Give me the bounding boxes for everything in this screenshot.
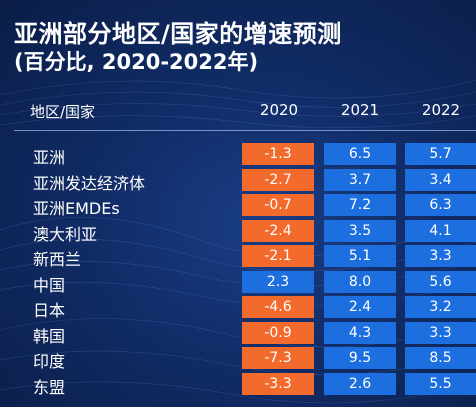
table-row: 印度 -7.3 9.5 8.5	[0, 347, 476, 371]
value-cell-2021: 5.1	[324, 245, 396, 267]
value-cell-2021: 2.6	[324, 372, 396, 395]
column-header-2021: 2021	[340, 101, 380, 119]
table-row: 亚洲EMDEs -0.7 7.2 6.3	[0, 194, 476, 218]
value-cell-2022: 4.1	[405, 219, 476, 242]
region-label: 中国	[33, 275, 66, 295]
value-cell-2022: 6.3	[405, 194, 476, 216]
value-cell-2020: -2.4	[242, 219, 314, 242]
value-cell-2020: -1.3	[242, 143, 314, 165]
table-row: 日本 -4.6 2.4 3.2	[0, 296, 476, 320]
column-header-2020: 2020	[259, 101, 299, 119]
header-divider	[14, 130, 476, 131]
table-row: 亚洲 -1.3 6.5 5.7	[0, 143, 476, 167]
table-row: 韩国 -0.9 4.3 3.3	[0, 321, 476, 346]
region-label: 韩国	[33, 326, 66, 346]
region-label: 新西兰	[33, 250, 82, 269]
value-cell-2020: -0.9	[242, 321, 314, 344]
region-label: 亚洲发达经济体	[33, 173, 146, 193]
table-row: 澳大利亚 -2.4 3.5 4.1	[0, 219, 476, 244]
column-header-region: 地区/国家	[30, 103, 96, 121]
value-cell-2022: 5.5	[405, 372, 476, 395]
region-label: 亚洲EMDEs	[33, 199, 120, 218]
value-cell-2021: 3.7	[324, 168, 396, 191]
value-cell-2020: -7.3	[242, 347, 314, 369]
region-label: 亚洲	[33, 148, 66, 167]
value-cell-2022: 8.5	[405, 347, 476, 369]
value-cell-2022: 5.7	[405, 143, 476, 165]
value-cell-2020: -0.7	[242, 194, 314, 216]
value-cell-2020: -4.6	[242, 296, 314, 318]
region-label: 澳大利亚	[33, 224, 98, 244]
table-row: 新西兰 -2.1 5.1 3.3	[0, 245, 476, 269]
region-label: 印度	[33, 352, 66, 371]
value-cell-2021: 8.0	[324, 270, 396, 293]
value-cell-2022: 5.6	[405, 270, 476, 293]
chart-title: 亚洲部分地区/国家的增速预测	[14, 20, 342, 48]
column-header-2022: 2022	[421, 101, 461, 119]
value-cell-2020: -2.7	[242, 168, 314, 191]
value-cell-2022: 3.3	[405, 245, 476, 267]
value-cell-2021: 4.3	[324, 321, 396, 344]
table-row: 亚洲发达经济体 -2.7 3.7 3.4	[0, 168, 476, 193]
value-cell-2021: 3.5	[324, 219, 396, 242]
value-cell-2020: 2.3	[242, 270, 314, 293]
value-cell-2022: 3.4	[405, 168, 476, 191]
chart-subtitle: (百分比, 2020-2022年)	[14, 50, 259, 74]
region-label: 日本	[33, 301, 66, 320]
table-row: 中国 2.3 8.0 5.6	[0, 270, 476, 295]
value-cell-2021: 2.4	[324, 296, 396, 318]
region-label: 东盟	[33, 377, 66, 397]
value-cell-2020: -2.1	[242, 245, 314, 267]
table-row: 东盟 -3.3 2.6 5.5	[0, 372, 476, 397]
value-cell-2022: 3.2	[405, 296, 476, 318]
value-cell-2021: 7.2	[324, 194, 396, 216]
value-cell-2020: -3.3	[242, 372, 314, 395]
value-cell-2022: 3.3	[405, 321, 476, 344]
value-cell-2021: 9.5	[324, 347, 396, 369]
value-cell-2021: 6.5	[324, 143, 396, 165]
